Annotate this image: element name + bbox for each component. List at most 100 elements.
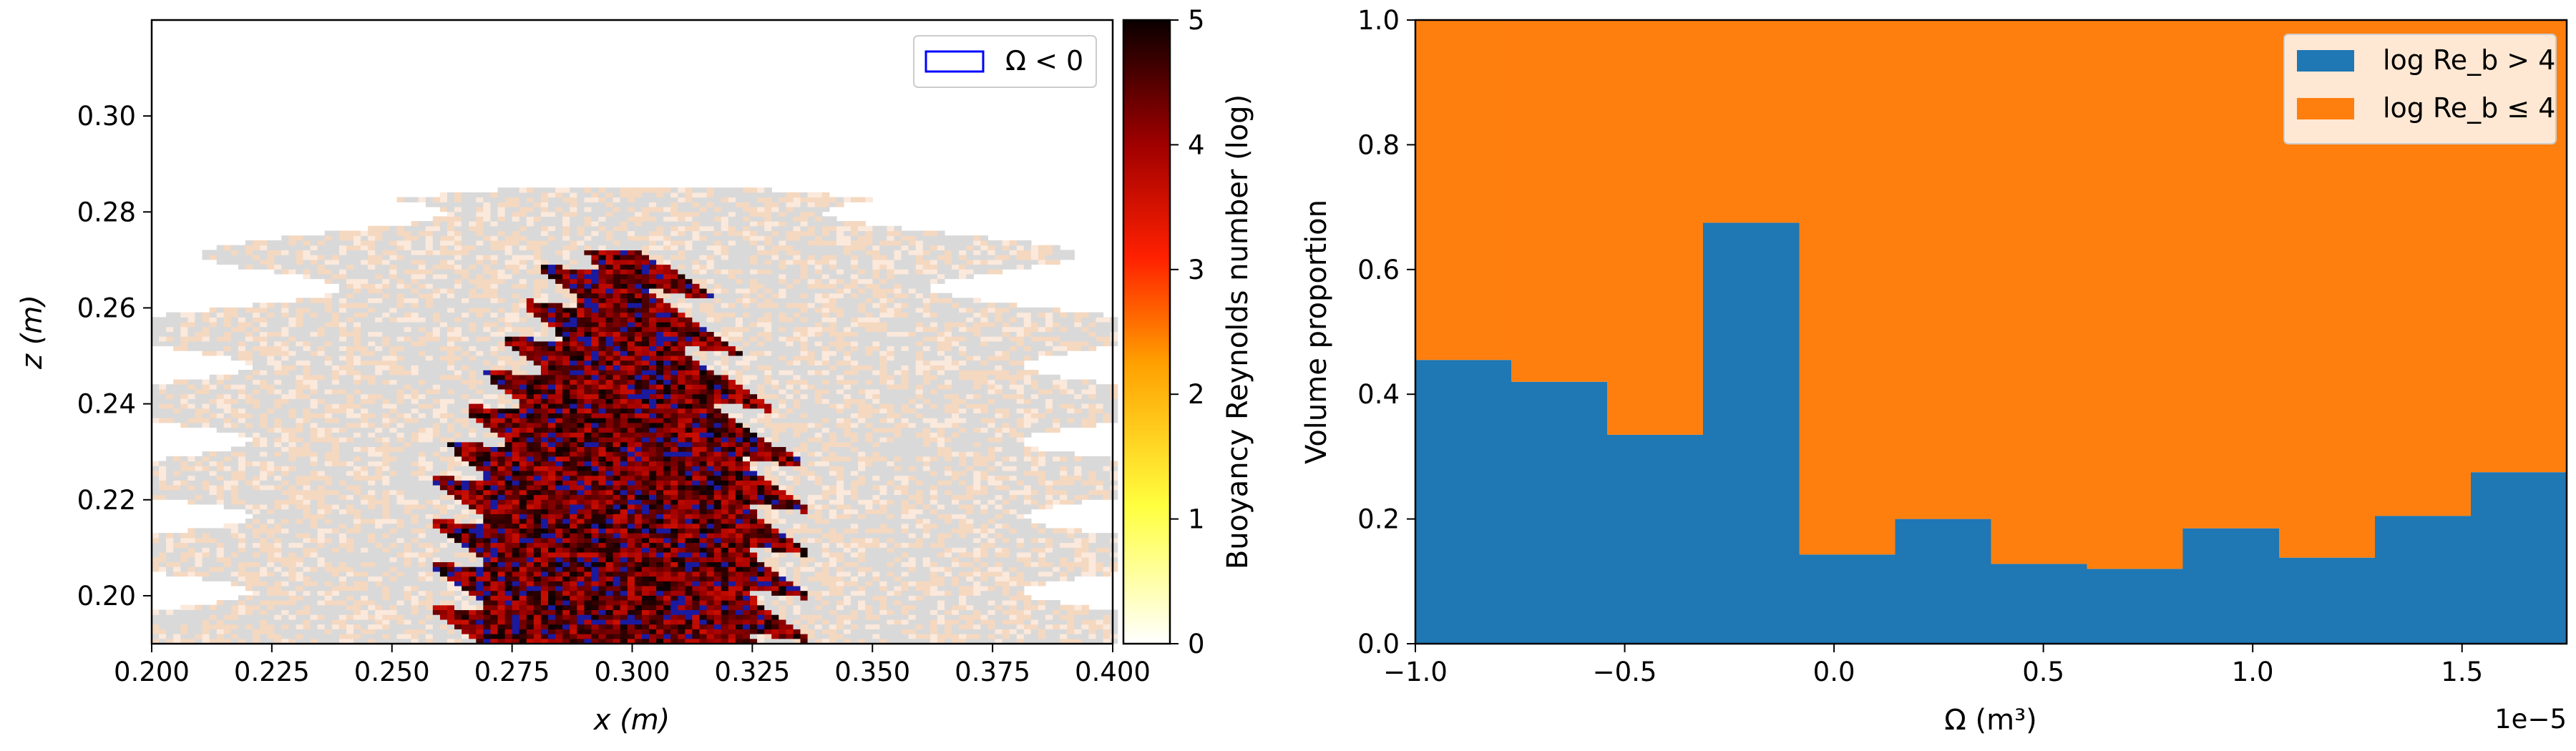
heatmap-cell: [952, 552, 960, 558]
heatmap-cell: [303, 485, 311, 491]
heatmap-cell: [382, 509, 390, 514]
heatmap-cell: [858, 604, 866, 610]
heatmap-cell: [721, 561, 729, 567]
heatmap-cell: [476, 509, 484, 514]
heatmap-cell: [959, 523, 967, 529]
heatmap-cell: [447, 638, 455, 644]
heatmap-cell: [1009, 561, 1018, 567]
heatmap-cell: [656, 566, 664, 572]
heatmap-cell: [598, 489, 607, 496]
heatmap-cell: [216, 466, 225, 471]
heatmap-cell: [584, 533, 592, 539]
heatmap-cell: [209, 547, 218, 553]
heatmap-cell: [368, 581, 376, 586]
heatmap-cell: [685, 619, 693, 625]
heatmap-cell: [605, 556, 614, 562]
heatmap-cell: [462, 528, 469, 534]
heatmap-cell: [779, 561, 786, 567]
heatmap-cell: [439, 494, 448, 500]
heatmap-cell: [310, 519, 318, 524]
heatmap-cell: [1038, 466, 1046, 471]
heatmap-cell: [1045, 466, 1053, 471]
heatmap-cell: [1038, 547, 1046, 553]
heatmap-cell: [836, 537, 844, 544]
heatmap-cell: [533, 585, 542, 592]
heatmap-cell: [267, 533, 275, 539]
heatmap-cell: [562, 542, 570, 548]
heatmap-cell: [577, 523, 585, 529]
heatmap-cell: [245, 552, 253, 558]
heatmap-cell: [310, 514, 318, 519]
heatmap-cell: [678, 619, 686, 625]
heatmap-cell: [497, 519, 506, 524]
heatmap-cell: [641, 604, 650, 610]
heatmap-cell: [692, 523, 701, 529]
heatmap-cell: [253, 456, 260, 462]
heatmap-cell: [1030, 542, 1039, 548]
heatmap-cell: [317, 533, 326, 539]
heatmap-cell: [779, 542, 786, 548]
heatmap-cell: [375, 494, 383, 500]
heatmap-cell: [389, 456, 398, 462]
heatmap-cell: [267, 499, 275, 505]
heatmap-cell: [187, 547, 196, 553]
heatmap-cell: [742, 638, 751, 644]
heatmap-cell: [865, 489, 873, 496]
heatmap-cell: [937, 489, 945, 496]
heatmap-cell: [346, 470, 354, 476]
heatmap-cell: [750, 533, 758, 539]
heatmap-cell: [512, 466, 520, 471]
heatmap-cell: [577, 609, 585, 615]
heatmap-cell: [807, 542, 816, 548]
heatmap-cell: [267, 547, 275, 553]
heatmap-cell: [346, 451, 354, 457]
heatmap-cell: [1009, 456, 1018, 462]
heatmap-cell: [404, 485, 412, 491]
heatmap-cell: [447, 581, 455, 586]
heatmap-cell: [396, 585, 405, 592]
heatmap-cell: [533, 523, 542, 529]
heatmap-cell: [209, 542, 218, 548]
heatmap-cell: [361, 556, 369, 562]
heatmap-cell: [490, 561, 499, 567]
heatmap-cell: [858, 571, 866, 577]
heatmap-cell: [411, 571, 419, 577]
heatmap-cell: [519, 528, 527, 534]
heatmap-cell: [728, 600, 736, 606]
heatmap-cell: [187, 571, 196, 577]
heatmap-cell: [634, 638, 643, 644]
heatmap-cell: [238, 571, 246, 577]
heatmap-cell: [324, 499, 333, 505]
heatmap-cell: [331, 519, 340, 524]
heatmap-cell: [678, 537, 686, 544]
heatmap-cell: [800, 528, 809, 534]
heatmap-cell: [937, 537, 945, 544]
heatmap-cell: [260, 638, 268, 644]
heatmap-cell: [411, 509, 419, 514]
heatmap-cell: [973, 542, 981, 548]
heatmap-cell: [1053, 461, 1060, 466]
heatmap-cell: [462, 519, 469, 524]
heatmap-cell: [454, 489, 462, 496]
heatmap-cell: [253, 480, 260, 486]
heatmap-cell: [202, 466, 210, 471]
heatmap-cell: [1053, 624, 1060, 629]
heatmap-cell: [987, 537, 996, 544]
heatmap-cell: [915, 556, 924, 562]
heatmap-cell: [288, 509, 297, 514]
heatmap-cell: [439, 614, 448, 620]
heatmap-cell: [1009, 475, 1018, 481]
heatmap-cell: [872, 585, 880, 592]
heatmap-cell: [1060, 480, 1068, 486]
heatmap-cell: [779, 519, 786, 524]
heatmap-cell: [735, 629, 743, 634]
heatmap-cell: [598, 629, 607, 634]
heatmap-cell: [605, 600, 614, 606]
heatmap-cell: [288, 485, 297, 491]
heatmap-cell: [627, 470, 635, 476]
heatmap-cell: [152, 638, 160, 644]
heatmap-cell: [476, 634, 484, 639]
heatmap-cell: [656, 552, 664, 558]
heatmap-cell: [418, 638, 426, 644]
heatmap-cell: [844, 634, 852, 639]
